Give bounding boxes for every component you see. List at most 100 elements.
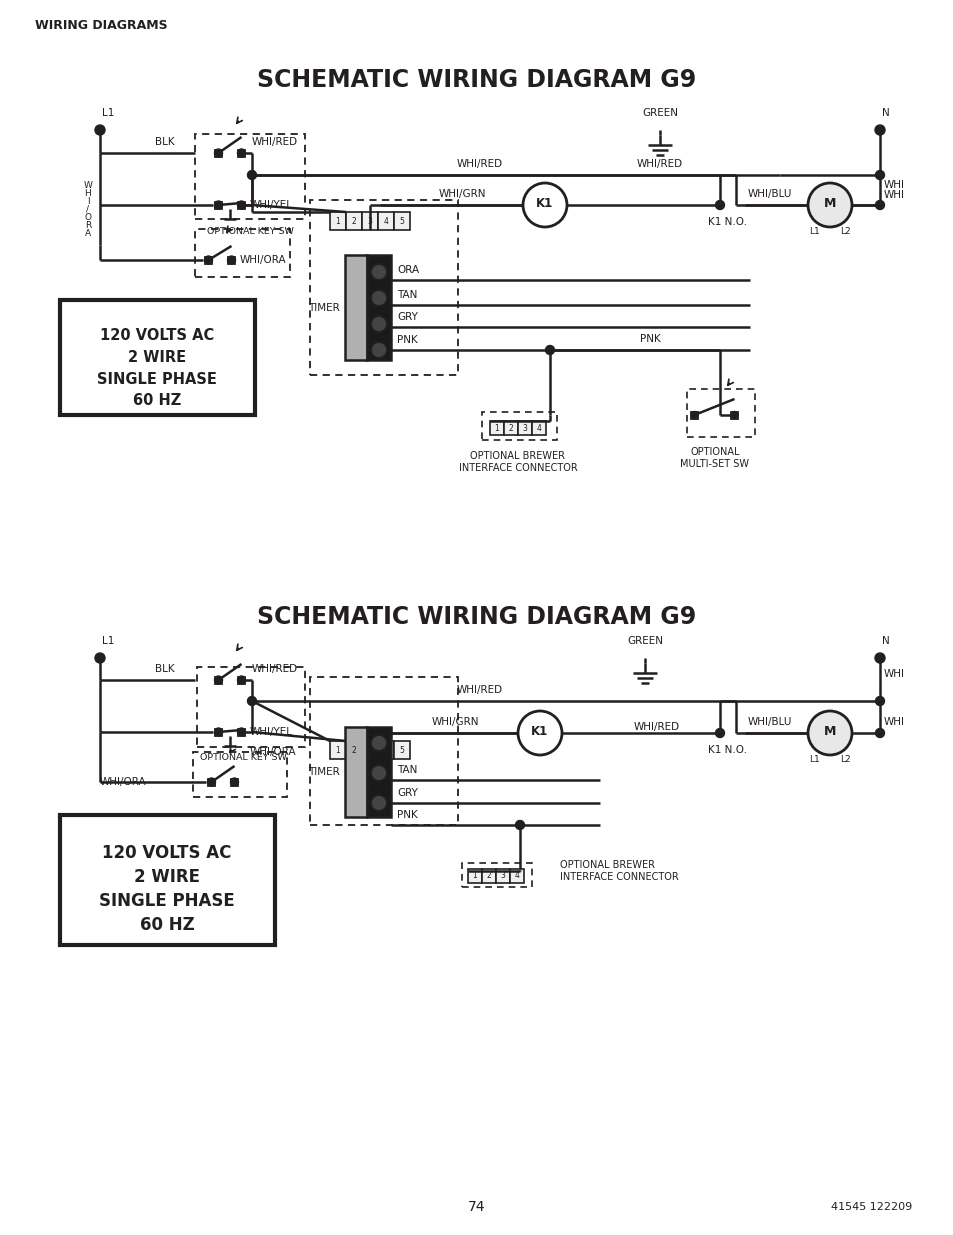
Text: M: M (823, 196, 836, 210)
Bar (237, 729, 245, 736)
Text: WHI/ORA: WHI/ORA (250, 747, 296, 757)
Text: WHI/YEL: WHI/YEL (250, 727, 293, 737)
Text: OPTIONAL KEY SW: OPTIONAL KEY SW (207, 227, 294, 236)
Bar (517, 421, 532, 435)
Bar (532, 421, 545, 435)
Bar (214, 201, 222, 209)
Bar (346, 741, 361, 760)
Circle shape (517, 711, 561, 755)
Text: WHI/ORA: WHI/ORA (100, 777, 147, 787)
Text: OPTIONAL BREWER: OPTIONAL BREWER (559, 860, 655, 869)
Bar (377, 741, 394, 760)
Bar (196, 667, 305, 747)
Text: ORA: ORA (396, 266, 418, 275)
Circle shape (371, 316, 387, 332)
Circle shape (371, 290, 387, 306)
Text: SCHEMATIC WIRING DIAGRAM G9: SCHEMATIC WIRING DIAGRAM G9 (257, 605, 696, 629)
Circle shape (371, 342, 387, 358)
Text: 5: 5 (399, 746, 404, 755)
Text: GREEN: GREEN (641, 107, 678, 119)
Bar (345, 254, 367, 359)
Text: TIMER: TIMER (308, 767, 339, 777)
Circle shape (214, 201, 222, 209)
Text: K1: K1 (531, 725, 548, 737)
Text: 2: 2 (352, 216, 356, 226)
Text: L1: L1 (102, 636, 114, 646)
Circle shape (371, 795, 387, 811)
Text: WHI/RED: WHI/RED (456, 159, 502, 169)
Circle shape (715, 729, 723, 737)
Text: 2: 2 (508, 424, 513, 432)
Text: SCHEMATIC WIRING DIAGRAM G9: SCHEMATIC WIRING DIAGRAM G9 (257, 68, 696, 91)
Text: INTERFACE CONNECTOR: INTERFACE CONNECTOR (559, 872, 678, 882)
Text: BLK: BLK (155, 137, 174, 147)
Bar (481, 412, 557, 440)
Text: WHI/GRN: WHI/GRN (437, 189, 485, 199)
Text: INTERFACE CONNECTOR: INTERFACE CONNECTOR (458, 463, 577, 473)
Text: WHI/BLU: WHI/BLU (747, 718, 791, 727)
Text: 2: 2 (352, 746, 356, 755)
Bar (310, 677, 457, 825)
Text: OPTIONAL: OPTIONAL (690, 447, 739, 457)
Text: WHI: WHI (883, 718, 904, 727)
Circle shape (522, 183, 566, 227)
Text: 2: 2 (486, 872, 491, 881)
Circle shape (874, 125, 884, 135)
Text: I: I (87, 196, 90, 205)
Circle shape (730, 411, 738, 419)
Text: WHI: WHI (883, 190, 904, 200)
Circle shape (208, 778, 215, 785)
Bar (730, 412, 738, 419)
Bar (490, 421, 503, 435)
Bar (231, 778, 237, 785)
Circle shape (515, 820, 524, 830)
Bar (361, 741, 377, 760)
Text: SINGLE PHASE: SINGLE PHASE (99, 892, 234, 910)
Text: 5: 5 (399, 216, 404, 226)
Text: K1 N.O.: K1 N.O. (708, 745, 747, 755)
Text: BLK: BLK (155, 664, 174, 674)
Bar (214, 149, 222, 157)
Bar (310, 200, 457, 375)
Circle shape (545, 346, 554, 354)
Circle shape (237, 149, 245, 157)
Circle shape (214, 676, 222, 684)
Text: 1: 1 (335, 746, 340, 755)
Bar (496, 869, 510, 883)
Text: 4: 4 (383, 746, 388, 755)
Text: R: R (85, 221, 91, 230)
Text: PNK: PNK (639, 333, 659, 345)
Text: L1: L1 (809, 755, 820, 764)
Text: 120 VOLTS AC: 120 VOLTS AC (102, 844, 232, 862)
Text: OPTIONAL BREWER: OPTIONAL BREWER (470, 451, 565, 461)
Text: M: M (823, 725, 836, 737)
Bar (394, 741, 410, 760)
Text: N: N (882, 636, 889, 646)
Text: TAN: TAN (396, 290, 416, 300)
Bar (237, 149, 245, 157)
Text: WHI/RED: WHI/RED (456, 685, 502, 695)
Circle shape (247, 697, 256, 705)
Text: 2 WIRE: 2 WIRE (128, 350, 186, 364)
Circle shape (874, 653, 884, 663)
Bar (60, 300, 254, 415)
Text: 3: 3 (500, 872, 505, 881)
Text: A: A (85, 228, 91, 237)
Circle shape (371, 264, 387, 280)
Text: TAN: TAN (396, 764, 416, 776)
Bar (461, 863, 532, 887)
Bar (690, 412, 698, 419)
Bar (228, 257, 234, 263)
Bar (194, 228, 290, 277)
Bar (60, 815, 274, 945)
Circle shape (715, 200, 723, 210)
Text: H: H (85, 189, 91, 198)
Text: WHI/RED: WHI/RED (637, 159, 682, 169)
Circle shape (237, 201, 245, 209)
Circle shape (875, 170, 883, 179)
Text: PNK: PNK (396, 335, 417, 345)
Circle shape (247, 170, 256, 179)
Text: PNK: PNK (396, 810, 417, 820)
Bar (367, 727, 391, 818)
Text: WHI: WHI (883, 180, 904, 190)
